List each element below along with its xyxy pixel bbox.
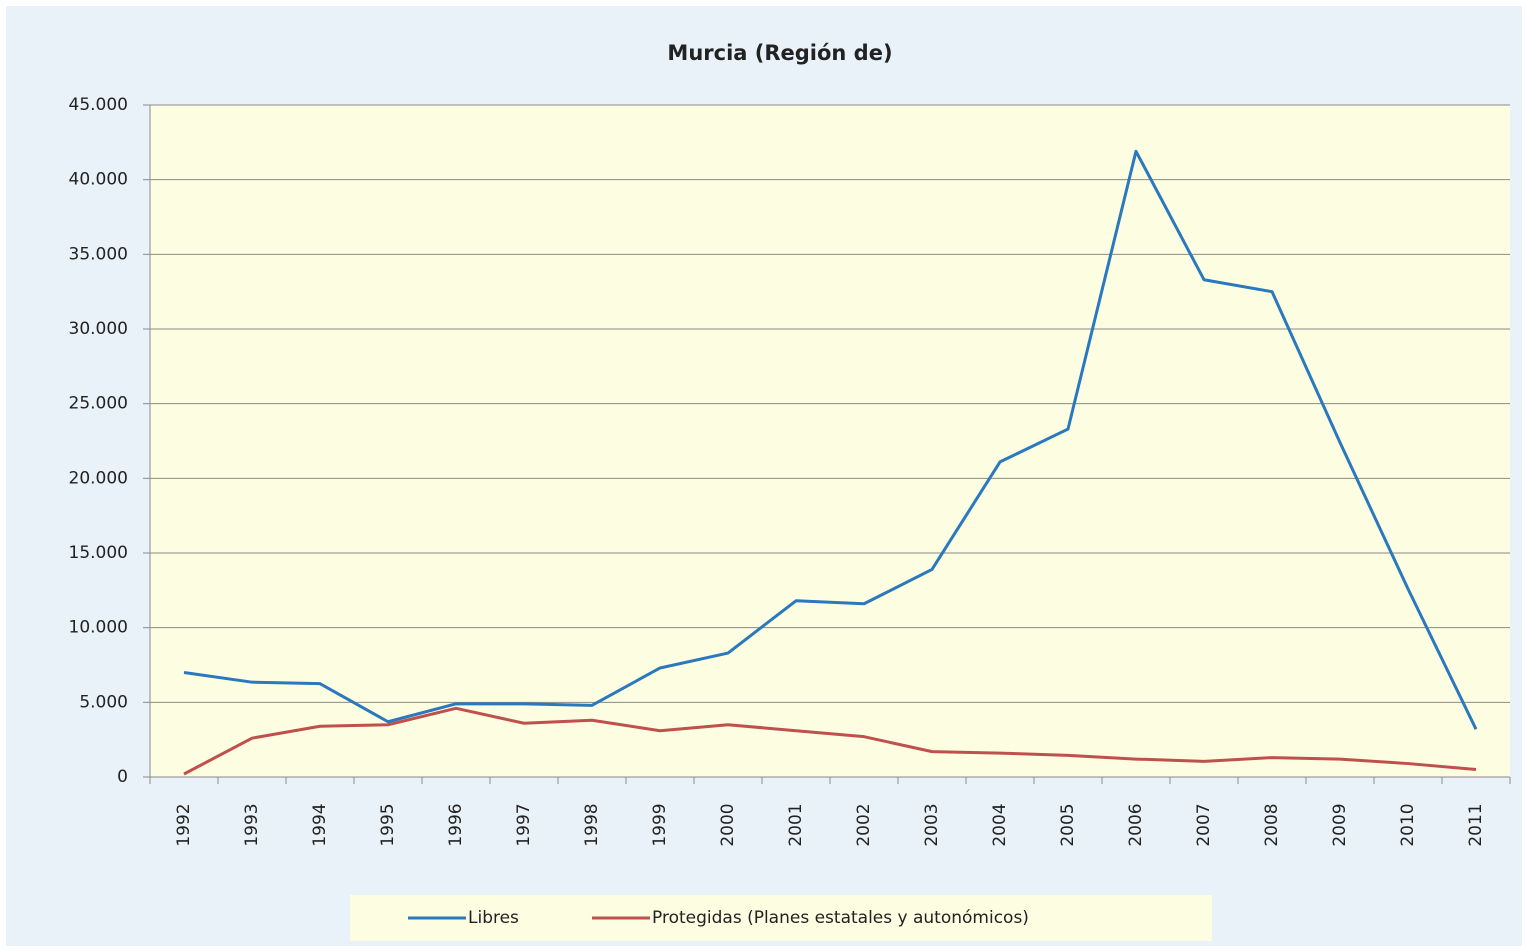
legend-box <box>350 895 1212 941</box>
y-tick-label: 25.000 <box>69 394 128 414</box>
x-tick-label: 2003 <box>922 803 942 846</box>
x-tick-label: 2001 <box>786 803 806 846</box>
y-tick-label: 0 <box>117 767 128 787</box>
data-line <box>183 149 1478 730</box>
y-tick-label: 40.000 <box>69 170 128 190</box>
x-tick-label: 2011 <box>1466 803 1486 846</box>
x-tick-label: 2004 <box>990 803 1010 846</box>
x-tick-label: 1999 <box>650 803 670 846</box>
y-tick-label: 45.000 <box>69 95 128 115</box>
x-tick-label: 1994 <box>310 803 330 846</box>
x-tick-label: 1997 <box>514 803 534 846</box>
x-tick-label: 2002 <box>854 803 874 846</box>
chart-title: Murcia (Región de) <box>667 41 892 65</box>
x-tick-label: 1993 <box>242 803 262 846</box>
x-tick-label: 2010 <box>1398 803 1418 846</box>
legend-label: Protegidas (Planes estatales y autonómic… <box>652 908 1029 928</box>
x-tick-label: 2000 <box>718 803 738 846</box>
y-tick-label: 5.000 <box>79 692 128 712</box>
y-tick-label: 15.000 <box>69 543 128 563</box>
x-tick-label: 2006 <box>1126 803 1146 846</box>
x-tick-label: 2005 <box>1058 803 1078 846</box>
plot-area <box>150 105 1510 777</box>
x-tick-label: 2009 <box>1330 803 1350 846</box>
x-tick-label: 1995 <box>378 803 398 846</box>
x-tick-label: 2008 <box>1262 803 1282 846</box>
data-line <box>183 706 1477 776</box>
x-tick-label: 1992 <box>174 803 194 846</box>
y-tick-label: 30.000 <box>69 319 128 339</box>
y-tick-label: 35.000 <box>69 244 128 264</box>
y-tick-label: 20.000 <box>69 468 128 488</box>
y-tick-label: 10.000 <box>69 618 128 638</box>
x-tick-label: 1996 <box>446 803 466 846</box>
x-tick-label: 1998 <box>582 803 602 846</box>
x-tick-label: 2007 <box>1194 803 1214 846</box>
legend-label: Libres <box>468 908 519 928</box>
